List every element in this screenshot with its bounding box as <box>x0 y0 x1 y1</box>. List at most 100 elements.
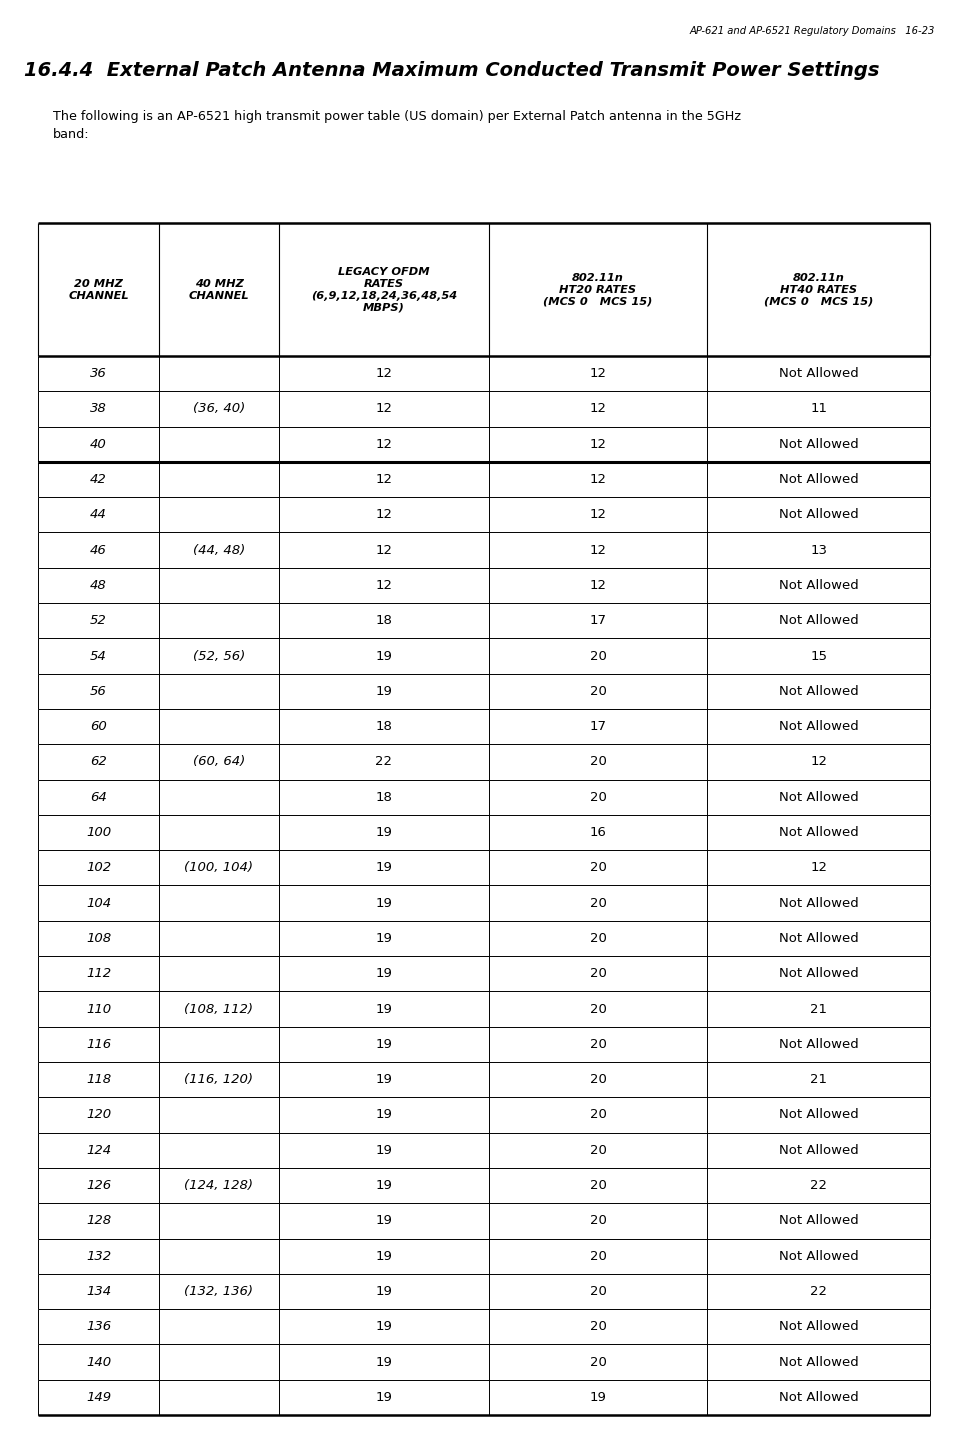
Text: 116: 116 <box>86 1038 111 1050</box>
Text: (124, 128): (124, 128) <box>184 1179 253 1192</box>
Text: 128: 128 <box>86 1215 111 1228</box>
Text: The following is an AP-6521 high transmit power table (US domain) per External P: The following is an AP-6521 high transmi… <box>53 110 740 141</box>
Text: 19: 19 <box>376 862 392 875</box>
Text: 20: 20 <box>590 791 606 804</box>
Text: 19: 19 <box>376 1356 392 1369</box>
Text: 19: 19 <box>376 967 392 980</box>
Text: 118: 118 <box>86 1074 111 1087</box>
Text: 11: 11 <box>810 402 828 415</box>
Text: 20: 20 <box>590 862 606 875</box>
Text: 12: 12 <box>590 367 606 380</box>
Text: 19: 19 <box>376 1391 392 1404</box>
Text: 19: 19 <box>376 1108 392 1121</box>
Text: 19: 19 <box>376 896 392 909</box>
Text: 64: 64 <box>90 791 107 804</box>
Text: (44, 48): (44, 48) <box>193 543 246 556</box>
Text: 20: 20 <box>590 1320 606 1333</box>
Text: 20: 20 <box>590 1144 606 1157</box>
Text: Not Allowed: Not Allowed <box>779 367 858 380</box>
Text: 12: 12 <box>376 438 392 451</box>
Text: 19: 19 <box>376 1074 392 1087</box>
Text: 20: 20 <box>590 1074 606 1087</box>
Text: 124: 124 <box>86 1144 111 1157</box>
Text: 20: 20 <box>590 896 606 909</box>
Text: (36, 40): (36, 40) <box>193 402 246 415</box>
Text: 19: 19 <box>376 1215 392 1228</box>
Text: (60, 64): (60, 64) <box>193 755 246 768</box>
Text: 22: 22 <box>810 1285 828 1298</box>
Text: Not Allowed: Not Allowed <box>779 791 858 804</box>
Text: 15: 15 <box>810 650 828 663</box>
Text: Not Allowed: Not Allowed <box>779 438 858 451</box>
Text: 20: 20 <box>590 1356 606 1369</box>
Text: 21: 21 <box>810 1074 828 1087</box>
Text: 132: 132 <box>86 1249 111 1262</box>
Text: 19: 19 <box>376 1249 392 1262</box>
Text: 134: 134 <box>86 1285 111 1298</box>
Text: Not Allowed: Not Allowed <box>779 1249 858 1262</box>
Text: 12: 12 <box>376 509 392 522</box>
Text: Not Allowed: Not Allowed <box>779 826 858 839</box>
Text: 110: 110 <box>86 1003 111 1016</box>
Text: Not Allowed: Not Allowed <box>779 932 858 945</box>
Text: Not Allowed: Not Allowed <box>779 509 858 522</box>
Text: 20: 20 <box>590 932 606 945</box>
Text: 48: 48 <box>90 579 107 592</box>
Text: Not Allowed: Not Allowed <box>779 967 858 980</box>
Text: 19: 19 <box>376 1038 392 1050</box>
Text: 18: 18 <box>376 614 392 627</box>
Text: 120: 120 <box>86 1108 111 1121</box>
Text: (52, 56): (52, 56) <box>193 650 246 663</box>
Text: 19: 19 <box>376 826 392 839</box>
Text: 20: 20 <box>590 1003 606 1016</box>
Text: 38: 38 <box>90 402 107 415</box>
Text: 19: 19 <box>376 684 392 697</box>
Text: 12: 12 <box>810 755 828 768</box>
Text: 20: 20 <box>590 1038 606 1050</box>
Text: (132, 136): (132, 136) <box>184 1285 253 1298</box>
Text: Not Allowed: Not Allowed <box>779 1038 858 1050</box>
Text: 62: 62 <box>90 755 107 768</box>
Text: 54: 54 <box>90 650 107 663</box>
Text: 13: 13 <box>810 543 828 556</box>
Text: 40 MHZ
CHANNEL: 40 MHZ CHANNEL <box>189 278 249 301</box>
Text: 20: 20 <box>590 684 606 697</box>
Text: 56: 56 <box>90 684 107 697</box>
Text: 12: 12 <box>590 579 606 592</box>
Text: 19: 19 <box>376 1285 392 1298</box>
Text: 17: 17 <box>590 614 606 627</box>
Text: 19: 19 <box>376 1179 392 1192</box>
Text: 108: 108 <box>86 932 111 945</box>
Text: 12: 12 <box>376 367 392 380</box>
Text: 104: 104 <box>86 896 111 909</box>
Text: AP-621 and AP-6521 Regulatory Domains   16-23: AP-621 and AP-6521 Regulatory Domains 16… <box>690 26 935 36</box>
Text: 52: 52 <box>90 614 107 627</box>
Text: 20 MHZ
CHANNEL: 20 MHZ CHANNEL <box>68 278 129 301</box>
Text: Not Allowed: Not Allowed <box>779 1144 858 1157</box>
Text: Not Allowed: Not Allowed <box>779 684 858 697</box>
Text: 12: 12 <box>590 438 606 451</box>
Text: 17: 17 <box>590 720 606 733</box>
Text: Not Allowed: Not Allowed <box>779 473 858 486</box>
Text: 100: 100 <box>86 826 111 839</box>
Text: 21: 21 <box>810 1003 828 1016</box>
Text: 12: 12 <box>376 579 392 592</box>
Text: 20: 20 <box>590 755 606 768</box>
Text: 136: 136 <box>86 1320 111 1333</box>
Text: 36: 36 <box>90 367 107 380</box>
Text: 19: 19 <box>590 1391 606 1404</box>
Text: 20: 20 <box>590 1285 606 1298</box>
Text: 20: 20 <box>590 1108 606 1121</box>
Text: 12: 12 <box>376 543 392 556</box>
Text: (100, 104): (100, 104) <box>184 862 253 875</box>
Text: Not Allowed: Not Allowed <box>779 896 858 909</box>
Text: (116, 120): (116, 120) <box>184 1074 253 1087</box>
Text: 12: 12 <box>376 473 392 486</box>
Text: 19: 19 <box>376 650 392 663</box>
Text: Not Allowed: Not Allowed <box>779 1108 858 1121</box>
Text: 20: 20 <box>590 1215 606 1228</box>
Text: 112: 112 <box>86 967 111 980</box>
Text: 19: 19 <box>376 1320 392 1333</box>
Text: 18: 18 <box>376 791 392 804</box>
Text: 16: 16 <box>590 826 606 839</box>
